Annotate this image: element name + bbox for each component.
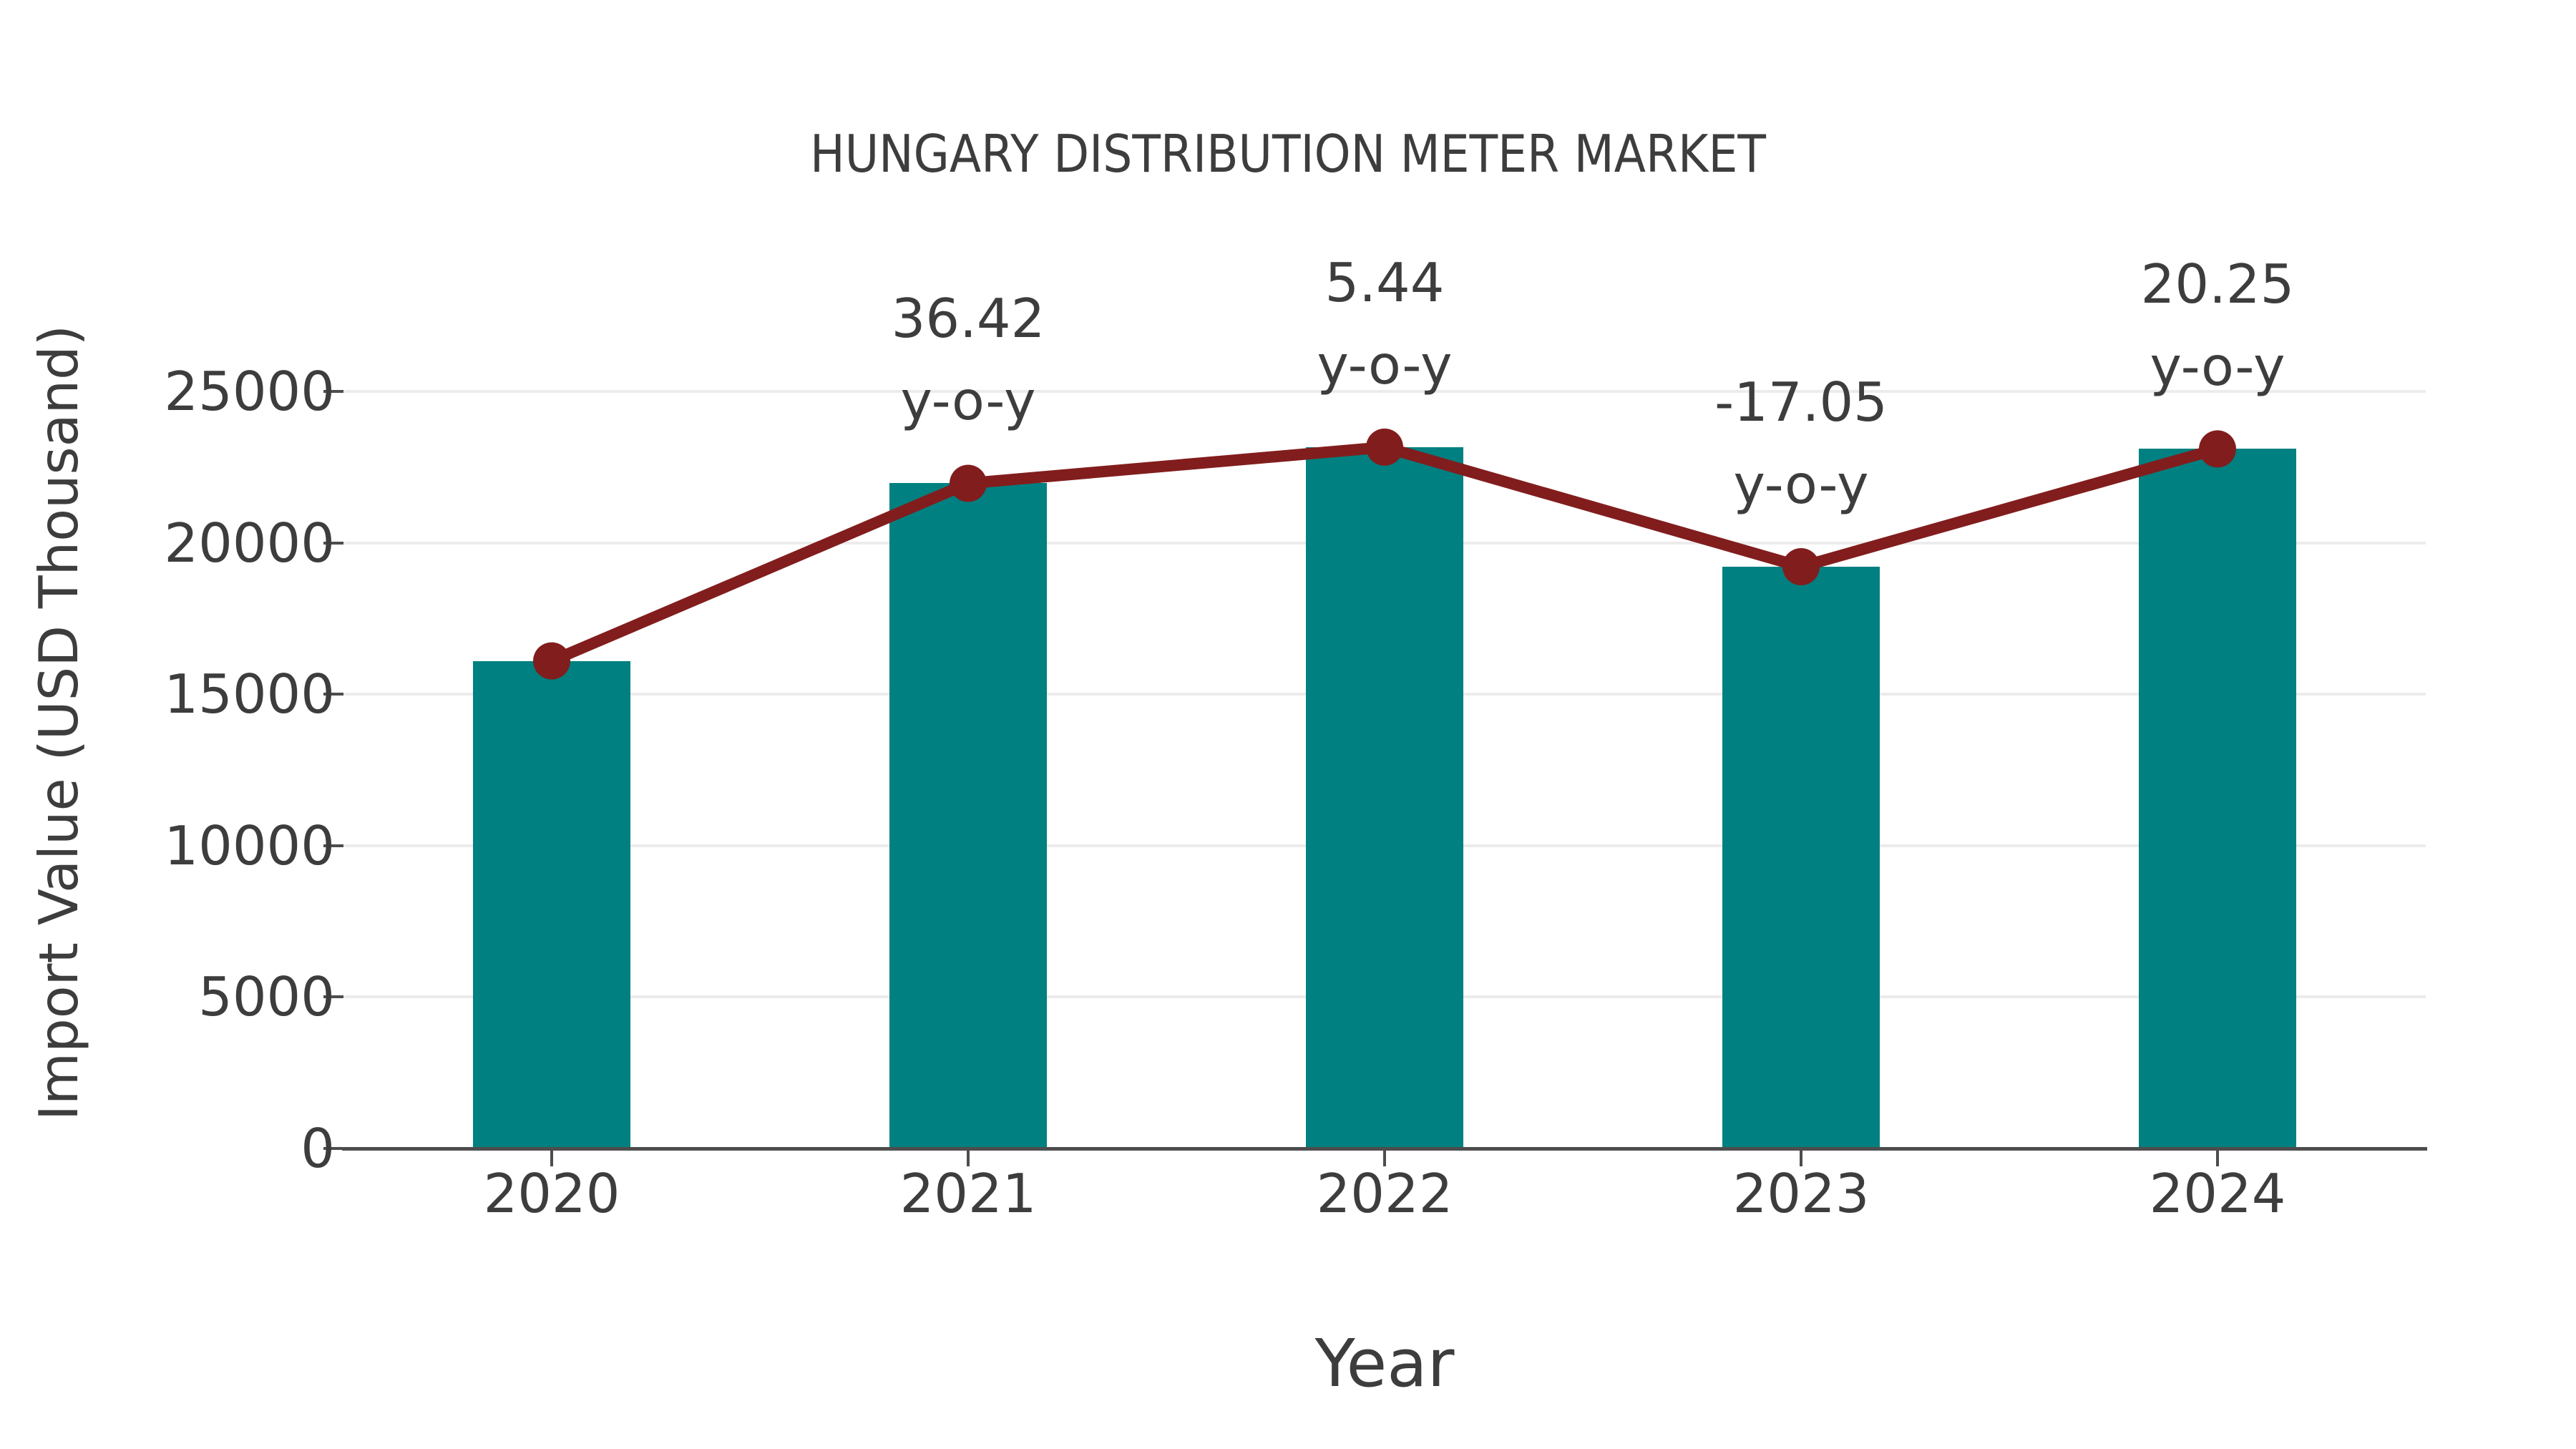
annotation-suffix-2021: y-o-y — [900, 369, 1036, 433]
annotation-value-2021: 36.42 — [891, 287, 1045, 351]
y-tick-mark — [323, 541, 343, 545]
annotation-suffix-2022: y-o-y — [1317, 333, 1453, 396]
y-tick-label: 0 — [301, 1117, 335, 1180]
x-tick-label: 2020 — [483, 1162, 620, 1225]
y-tick-label: 15000 — [164, 663, 335, 726]
y-tick-mark — [323, 390, 343, 393]
x-tick-label: 2024 — [2149, 1162, 2286, 1225]
annotation-suffix-2023: y-o-y — [1733, 453, 1869, 517]
bar-2022 — [1306, 447, 1463, 1148]
bar-2021 — [889, 483, 1047, 1148]
y-tick-label: 20000 — [164, 511, 335, 575]
x-tick-mark — [550, 1151, 553, 1166]
y-tick-label: 25000 — [164, 360, 335, 423]
x-tick-mark — [2216, 1151, 2219, 1166]
x-tick-mark — [1383, 1151, 1386, 1166]
y-tick-mark — [323, 693, 343, 696]
bar-2024 — [2139, 449, 2296, 1148]
x-tick-mark — [1800, 1151, 1802, 1166]
annotation-suffix-2024: y-o-y — [2150, 335, 2285, 399]
x-tick-label: 2023 — [1732, 1162, 1870, 1225]
bar-2020 — [473, 660, 630, 1148]
x-tick-label: 2022 — [1316, 1162, 1453, 1225]
annotation-value-2022: 5.44 — [1324, 250, 1445, 314]
annotation-value-2023: -17.05 — [1714, 371, 1888, 434]
y-tick-mark — [323, 844, 343, 847]
bar-2023 — [1722, 567, 1880, 1148]
y-tick-mark — [323, 995, 343, 999]
chart-title: HUNGARY DISTRIBUTION METER MARKET — [809, 124, 1767, 184]
grid-line — [343, 390, 2426, 393]
y-tick-label: 5000 — [198, 965, 335, 1029]
y-tick-label: 10000 — [164, 814, 335, 877]
x-axis-line — [342, 1147, 2427, 1151]
x-tick-mark — [967, 1151, 970, 1166]
annotation-value-2024: 20.25 — [2140, 253, 2295, 316]
y-tick-mark — [323, 1147, 343, 1150]
x-tick-label: 2021 — [899, 1162, 1037, 1225]
x-axis-title: Year — [1314, 1325, 1455, 1402]
